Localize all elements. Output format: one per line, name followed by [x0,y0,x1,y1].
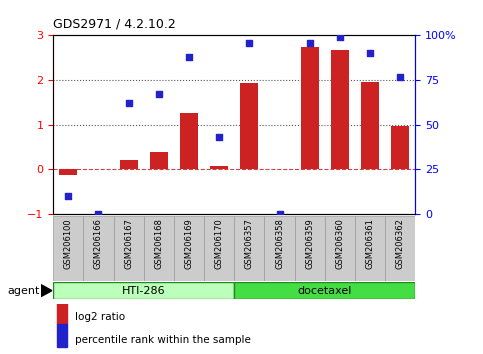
Bar [234,282,415,299]
Bar [57,324,67,347]
Bar [84,216,114,281]
Text: docetaxel: docetaxel [298,286,352,296]
Text: GSM206360: GSM206360 [335,218,344,269]
Bar [391,126,410,170]
Bar [295,216,325,281]
Text: HTI-286: HTI-286 [122,286,166,296]
Bar [204,216,234,281]
Point [215,135,223,140]
Point [245,40,253,45]
Bar [241,83,258,170]
Bar [300,47,319,170]
Bar [114,216,144,281]
Point [397,74,404,79]
Text: GSM206100: GSM206100 [64,218,73,269]
Text: GSM206359: GSM206359 [305,218,314,269]
Bar [180,113,198,170]
Bar [234,216,265,281]
Point [95,211,102,217]
Polygon shape [41,285,52,297]
Bar [53,282,234,299]
Bar [144,216,174,281]
Bar [150,153,168,170]
Bar [59,170,77,175]
Bar [210,166,228,170]
Bar [53,216,84,281]
Point [336,34,344,40]
Bar [385,216,415,281]
Point [125,101,132,106]
Text: GSM206168: GSM206168 [154,218,163,269]
Bar [265,216,295,281]
Text: GDS2971 / 4.2.10.2: GDS2971 / 4.2.10.2 [53,17,176,30]
Text: log2 ratio: log2 ratio [75,312,125,322]
Bar [325,216,355,281]
Bar [331,50,349,170]
Point [276,211,284,217]
Text: percentile rank within the sample: percentile rank within the sample [75,335,251,346]
Text: GSM206357: GSM206357 [245,218,254,269]
Text: GSM206169: GSM206169 [185,218,194,269]
Bar [174,216,204,281]
Text: agent: agent [7,286,40,296]
Text: GSM206170: GSM206170 [214,218,224,269]
Bar [120,160,138,170]
Point [306,40,313,45]
Text: GSM206166: GSM206166 [94,218,103,269]
Bar [361,82,379,170]
Point [366,50,374,56]
Point [185,54,193,60]
Text: GSM206362: GSM206362 [396,218,405,269]
Point [155,92,163,97]
Text: GSM206361: GSM206361 [366,218,375,269]
Text: GSM206358: GSM206358 [275,218,284,269]
Bar [355,216,385,281]
Point [64,193,72,199]
Text: GSM206167: GSM206167 [124,218,133,269]
Bar [57,301,67,324]
